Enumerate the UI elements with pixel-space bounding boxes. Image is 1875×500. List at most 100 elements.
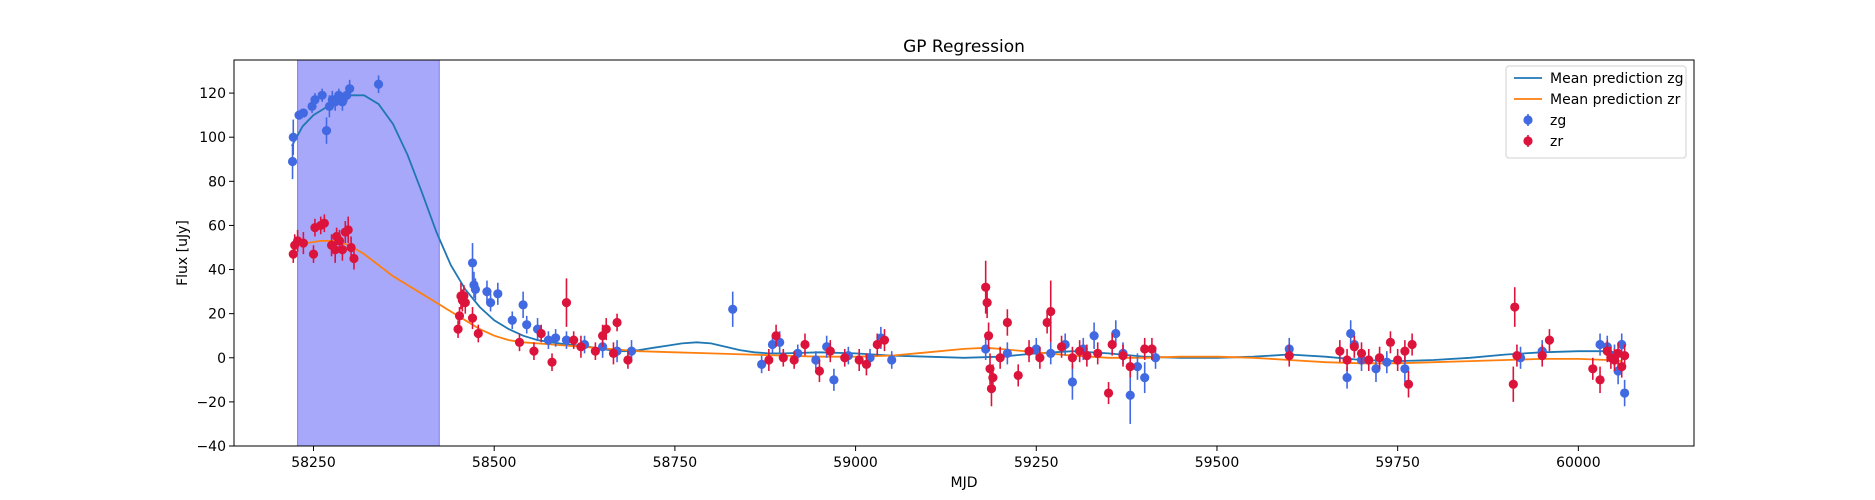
point-zg — [543, 335, 554, 345]
x-axis-label: MJD — [951, 475, 978, 491]
point-zr — [1510, 302, 1520, 312]
point-zg — [1132, 361, 1143, 372]
y-tick-label: 80 — [208, 174, 226, 190]
y-tick-label: −20 — [196, 395, 226, 411]
point-zg — [518, 300, 528, 310]
point-zg — [887, 355, 897, 365]
point-zg — [811, 355, 821, 365]
line-mean-prediction-zg — [291, 94, 1622, 363]
x-tick-label: 58250 — [291, 455, 336, 471]
point-zr — [1093, 348, 1103, 358]
point-zr — [800, 339, 810, 350]
point-zr — [1364, 355, 1374, 365]
point-zr — [1588, 364, 1598, 374]
point-zr — [1403, 379, 1414, 389]
point-zr — [1042, 317, 1052, 328]
point-zg — [1595, 339, 1605, 350]
shaded-region-layer — [297, 60, 440, 446]
mean-prediction-lines — [291, 94, 1622, 365]
point-zr — [778, 353, 788, 363]
point-zr — [608, 348, 619, 358]
point-zr — [1035, 353, 1045, 363]
point-zg — [373, 79, 384, 89]
legend-swatch — [1523, 115, 1533, 125]
point-zr — [1107, 339, 1117, 350]
point-zg — [287, 156, 298, 167]
point-zr — [1385, 337, 1396, 347]
point-zr — [854, 355, 864, 365]
point-zr — [1046, 306, 1056, 317]
point-zr — [1067, 353, 1078, 363]
point-zr — [1075, 346, 1085, 356]
point-zr — [547, 357, 557, 367]
point-zr — [1512, 350, 1522, 361]
point-zr — [764, 355, 774, 365]
point-zr — [789, 355, 799, 365]
shaded-region — [297, 60, 440, 446]
point-zg — [317, 90, 327, 100]
point-zg — [1371, 364, 1381, 374]
point-zg — [467, 258, 478, 268]
x-tick-label: 59500 — [1195, 455, 1240, 471]
point-zr — [1284, 350, 1294, 361]
legend: Mean prediction zg Mean prediction zr zg zr — [1505, 65, 1687, 159]
point-zr — [988, 373, 998, 383]
point-zr — [1335, 346, 1345, 356]
point-zr — [349, 253, 359, 264]
y-axis-label: Flux [uJy] — [175, 220, 191, 286]
point-zr — [473, 328, 483, 339]
point-zr — [1400, 346, 1410, 356]
point-zr — [454, 311, 465, 321]
y-tick-label: 20 — [208, 307, 226, 323]
point-zg — [310, 95, 320, 105]
point-zg — [298, 108, 308, 118]
point-zr — [1374, 353, 1385, 363]
point-zr — [1024, 346, 1034, 356]
point-zr — [1349, 342, 1359, 352]
point-zg — [626, 346, 637, 356]
point-zg — [337, 97, 348, 107]
point-zr — [330, 245, 340, 255]
point-zg — [482, 287, 492, 297]
point-zr — [1342, 355, 1352, 365]
point-zr — [460, 298, 470, 308]
point-zr — [825, 346, 835, 356]
point-zg — [757, 359, 767, 369]
point-zr — [308, 249, 319, 259]
point-zr — [569, 335, 579, 345]
point-zr — [1393, 355, 1403, 365]
point-zg — [561, 335, 572, 345]
point-zr — [986, 384, 997, 394]
point-zr — [1103, 388, 1114, 398]
point-zg — [1140, 373, 1150, 383]
point-zg — [470, 284, 481, 294]
point-zr — [337, 245, 348, 255]
point-zr — [1537, 350, 1547, 361]
point-zr — [601, 324, 611, 334]
point-zr — [1140, 344, 1150, 354]
observation-points — [287, 75, 1630, 424]
y-tick-label: −40 — [196, 439, 226, 455]
point-zr — [1082, 350, 1092, 361]
axis-ticks: 58250 58500 58750 59000 59250 59500 59750 60000… — [196, 86, 1600, 471]
point-zg — [1089, 331, 1099, 341]
point-zg — [1620, 388, 1630, 398]
point-zr — [298, 238, 308, 248]
point-zg — [1346, 328, 1356, 339]
point-zg — [345, 84, 355, 94]
point-zr — [1407, 339, 1417, 350]
point-zr — [982, 298, 992, 308]
point-zr — [1544, 335, 1555, 345]
point-zr — [771, 331, 781, 341]
point-zr — [1002, 317, 1012, 328]
point-zr — [561, 298, 572, 308]
point-zr — [1356, 348, 1367, 358]
point-zg — [485, 298, 496, 308]
point-zr — [995, 353, 1005, 363]
point-zr — [983, 331, 994, 341]
x-tick-label: 60000 — [1556, 455, 1601, 471]
point-zg — [1400, 364, 1410, 374]
point-zr — [319, 218, 329, 228]
point-zg — [1382, 357, 1392, 367]
